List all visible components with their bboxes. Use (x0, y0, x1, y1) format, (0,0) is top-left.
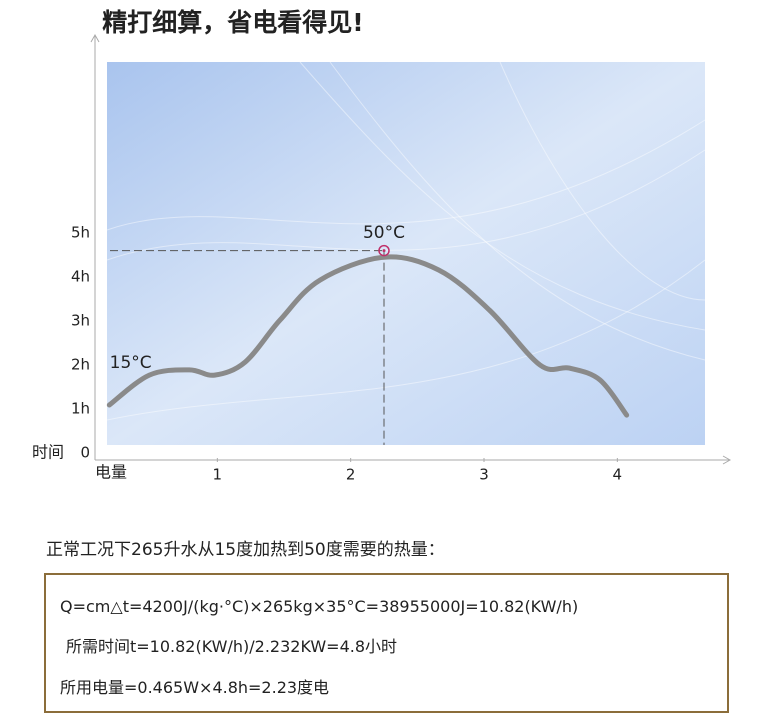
formula-line: 所需时间t=10.82(KW/h)/2.232KW=4.8小时 (66, 637, 398, 656)
x-arrow (722, 455, 732, 465)
curve (106, 254, 630, 418)
annotation: 50°C (363, 223, 405, 243)
x-tick-label: 2 (346, 466, 356, 484)
x-axis-label: 电量 (95, 463, 127, 482)
x-tick-label: 4 (613, 466, 623, 484)
y-tick-label: 4h (71, 268, 90, 286)
decoration (106, 61, 706, 421)
peak-marker (378, 244, 390, 257)
formula-line: Q=cm△t=4200J/(kg·°C)×265kg×35°C=38955000… (60, 597, 579, 616)
annotation: 15°C (110, 353, 152, 373)
x-tick-label: 3 (479, 466, 489, 484)
formula-line: 所用电量=0.465W×4.8h=2.23度电 (60, 678, 330, 697)
intro: 正常工况下265升水从15度加热到50度需要的热量： (46, 540, 445, 560)
y-tick-label: 1h (71, 400, 90, 418)
y-arrow (90, 33, 100, 43)
y-tick-label: 3h (71, 312, 90, 330)
peak-dot (382, 249, 386, 253)
formula-box: Q=cm△t=4200J/(kg·°C)×265kg×35°C=38955000… (44, 573, 729, 713)
background (107, 62, 705, 445)
y-tick-label: 5h (71, 224, 90, 242)
y-tick-label: 2h (71, 356, 90, 374)
chart-title: 精打细算，省电看得见! (102, 8, 363, 37)
chart: 精打细算，省电看得见! 时间 电量 0 1h 2h 3h 4h 5h 1 2 3 4 15°C 50°… (32, 8, 732, 484)
y-axis-label: 时间 (32, 443, 64, 462)
y-tick-label: 0 (80, 444, 90, 462)
x-tick-label: 1 (213, 466, 223, 484)
